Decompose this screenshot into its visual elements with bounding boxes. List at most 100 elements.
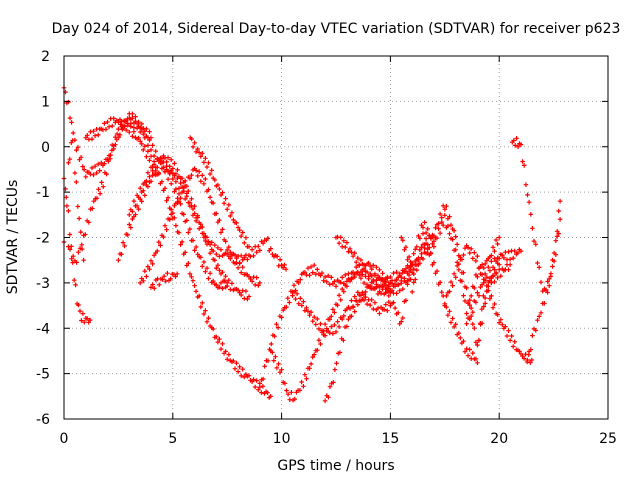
data-point — [419, 244, 424, 250]
data-point — [162, 223, 168, 228]
data-point — [272, 333, 277, 339]
data-point — [198, 255, 204, 260]
data-point — [63, 195, 69, 200]
data-point — [428, 251, 434, 256]
y-tick-label: 0 — [41, 140, 50, 156]
data-point — [248, 254, 253, 259]
data-point — [496, 267, 502, 272]
data-point — [465, 245, 471, 250]
data-point — [137, 129, 143, 135]
data-point — [439, 289, 444, 295]
data-point — [311, 314, 317, 320]
series-trace-19 — [442, 262, 513, 366]
data-point — [91, 172, 96, 178]
data-point — [196, 293, 202, 299]
data-point — [99, 180, 104, 185]
data-point — [69, 120, 74, 125]
data-point — [242, 240, 247, 246]
data-point — [525, 357, 530, 363]
data-point — [251, 377, 256, 382]
data-point — [231, 217, 236, 223]
data-point — [305, 265, 311, 271]
data-point — [553, 252, 559, 257]
data-point — [458, 335, 463, 341]
data-point — [355, 255, 361, 261]
data-point — [361, 262, 367, 268]
data-point — [94, 170, 99, 176]
data-point — [405, 257, 410, 262]
data-point — [339, 316, 345, 322]
data-point — [223, 196, 228, 201]
series-trace-3 — [61, 85, 230, 291]
data-point — [66, 160, 71, 166]
data-point — [141, 147, 146, 153]
data-point — [310, 270, 315, 275]
data-point — [470, 350, 476, 356]
data-point — [450, 237, 455, 242]
data-point — [353, 264, 359, 270]
x-tick-label: 5 — [168, 431, 177, 447]
data-point — [324, 279, 329, 285]
data-point — [70, 253, 76, 259]
data-point — [496, 235, 502, 240]
data-point — [427, 233, 432, 239]
data-point — [125, 232, 130, 238]
data-point — [79, 242, 85, 248]
data-point — [83, 174, 89, 180]
data-point — [399, 281, 404, 286]
data-point — [375, 305, 381, 311]
data-point — [147, 137, 152, 143]
data-point — [270, 251, 275, 257]
data-point — [130, 209, 135, 214]
data-point — [420, 225, 426, 230]
data-point — [465, 353, 471, 358]
data-point — [514, 136, 519, 141]
data-point — [336, 240, 342, 246]
data-point — [451, 228, 457, 233]
data-point — [100, 184, 106, 189]
data-point — [448, 279, 454, 285]
data-point — [492, 256, 497, 261]
data-point — [131, 198, 137, 204]
data-point — [319, 270, 325, 276]
data-point — [367, 302, 373, 308]
data-point — [265, 358, 271, 364]
data-point — [327, 317, 333, 322]
data-point — [464, 346, 469, 352]
data-point — [369, 266, 374, 272]
data-point — [142, 268, 148, 274]
data-point — [275, 325, 281, 330]
data-point — [235, 265, 241, 271]
data-point — [329, 324, 334, 329]
data-point — [495, 312, 500, 317]
data-point — [147, 129, 152, 134]
data-point — [73, 282, 78, 288]
data-point — [187, 271, 193, 277]
data-point — [168, 276, 173, 282]
data-point — [451, 324, 457, 330]
data-point — [425, 246, 430, 252]
series-trace-15 — [333, 234, 437, 296]
data-point — [402, 247, 407, 252]
data-point — [277, 257, 283, 262]
data-point — [395, 310, 401, 315]
data-point — [148, 154, 154, 159]
data-point — [144, 154, 149, 159]
data-point — [137, 139, 143, 144]
data-point — [80, 311, 86, 316]
data-point — [388, 290, 393, 295]
data-point — [533, 328, 539, 333]
data-point — [339, 275, 345, 280]
data-point — [254, 249, 259, 255]
data-point — [545, 279, 550, 284]
data-point — [554, 234, 560, 239]
y-tick-label: 2 — [41, 49, 50, 65]
data-point — [444, 203, 449, 209]
data-point — [276, 361, 281, 367]
data-point — [307, 312, 312, 318]
chart-title: Day 024 of 2014, Sidereal Day-to-day VTE… — [52, 21, 621, 37]
data-point — [130, 134, 135, 139]
data-point — [523, 182, 529, 187]
data-point — [220, 190, 225, 195]
data-point — [280, 307, 286, 313]
